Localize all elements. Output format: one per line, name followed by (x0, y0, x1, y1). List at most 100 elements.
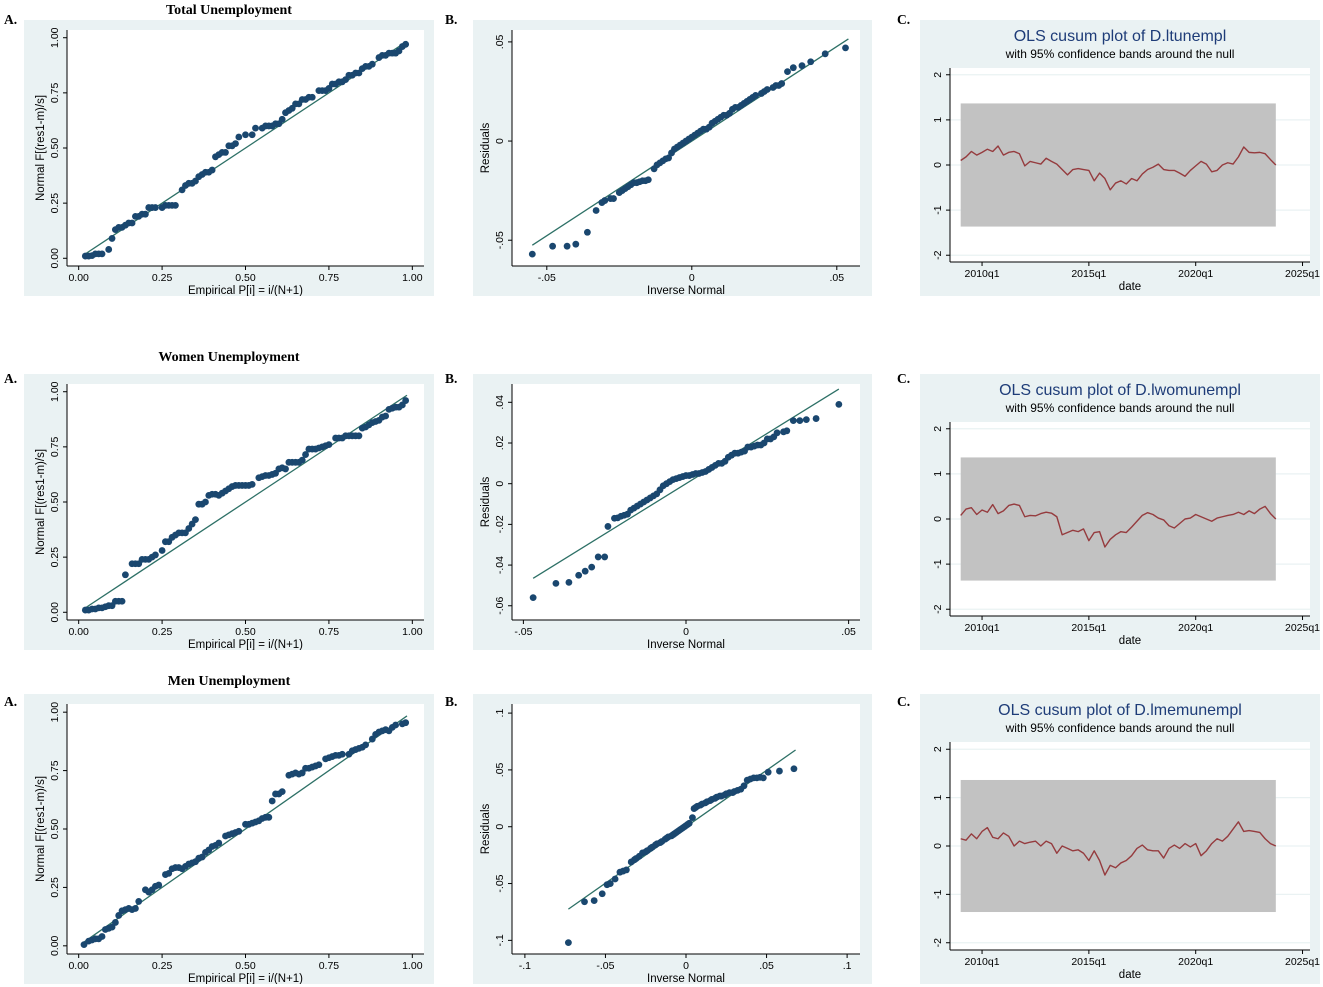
row-title: Women Unemployment (158, 350, 300, 365)
cusum-title: OLS cusum plot of D.lmemunempl (998, 702, 1242, 719)
svg-text:.05: .05 (841, 626, 856, 638)
svg-text:.05: .05 (829, 272, 844, 284)
svg-text:0.00: 0.00 (49, 602, 61, 623)
cusum-plot-total: 2010q1 2015q1 2020q1 2025q1 -2 -1 0 1 2 date (932, 68, 1320, 293)
svg-text:0: 0 (494, 138, 506, 144)
svg-text:2: 2 (932, 746, 944, 752)
svg-text:0: 0 (932, 162, 944, 168)
cusum-plot-women: 2010q1 2015q1 2020q1 2025q1 -2 -1 0 1 2 date (932, 422, 1320, 647)
svg-text:1.00: 1.00 (49, 702, 61, 723)
cusum-plot-panel-women: OLS cusum plot of D.lwomunempl with 95% … (920, 374, 1320, 650)
svg-text:0.50: 0.50 (49, 492, 61, 513)
svg-text:-1: -1 (932, 205, 944, 214)
svg-text:2010q1: 2010q1 (965, 622, 1000, 634)
svg-text:0.00: 0.00 (49, 248, 61, 269)
svg-text:0.25: 0.25 (49, 877, 61, 898)
svg-text:Inverse Normal: Inverse Normal (647, 285, 725, 296)
svg-text:.02: .02 (494, 436, 506, 451)
figure-row-women: Women Unemployment A. 0.00 0.25 0.50 0.75 1.… (0, 345, 1323, 670)
svg-text:.1: .1 (494, 709, 506, 718)
svg-text:-2: -2 (932, 250, 944, 259)
svg-text:.04: .04 (494, 395, 506, 410)
cusum-subtitle: with 95% confidence bands around the nul… (1005, 47, 1235, 61)
svg-text:2010q1: 2010q1 (965, 268, 1000, 280)
pp-plot-panel-men: 0.00 0.25 0.50 0.75 1.00 0.00 0.25 0.50 0.75 1.00… (24, 694, 434, 984)
svg-text:Normal F[(res1-m)/s]: Normal F[(res1-m)/s] (35, 776, 47, 882)
svg-text:2: 2 (932, 72, 944, 78)
svg-text:2: 2 (932, 426, 944, 432)
pp-plot-men: 0.00 0.25 0.50 0.75 1.00 0.00 0.25 0.50 0.75 1.00… (35, 702, 424, 984)
svg-text:-.05: -.05 (494, 231, 506, 249)
panel-label: B. (445, 12, 458, 27)
svg-text:-2: -2 (932, 604, 944, 613)
panel-label: A. (4, 694, 18, 709)
panel-label: B. (445, 694, 458, 709)
svg-text:0: 0 (932, 843, 944, 849)
svg-text:0.75: 0.75 (319, 960, 340, 972)
svg-text:-1: -1 (932, 559, 944, 568)
svg-text:0.50: 0.50 (49, 819, 61, 840)
svg-text:2015q1: 2015q1 (1071, 622, 1106, 634)
svg-text:0.50: 0.50 (235, 960, 256, 972)
svg-text:2020q1: 2020q1 (1178, 956, 1213, 968)
svg-text:Empirical P[i] = i/(N+1): Empirical P[i] = i/(N+1) (188, 639, 303, 650)
svg-text:0.75: 0.75 (49, 82, 61, 103)
svg-text:-.05: -.05 (494, 874, 506, 892)
svg-text:0: 0 (932, 516, 944, 522)
panel-label: C. (897, 371, 911, 386)
cusum-subtitle: with 95% confidence bands around the nul… (1005, 721, 1235, 735)
svg-text:-.1: -.1 (494, 934, 506, 946)
svg-text:0.75: 0.75 (319, 626, 340, 638)
figure-row-total: Total Unemployment A. 0.00 0.25 0.50 0.75 1.… (0, 0, 1323, 345)
svg-text:0.25: 0.25 (49, 193, 61, 214)
svg-text:.05: .05 (759, 960, 774, 972)
svg-text:0: 0 (494, 824, 506, 830)
svg-text:.05: .05 (494, 762, 506, 777)
svg-text:0.75: 0.75 (49, 436, 61, 457)
svg-text:0.00: 0.00 (49, 935, 61, 956)
svg-text:0.25: 0.25 (152, 960, 173, 972)
svg-text:0: 0 (494, 481, 506, 487)
svg-text:1.00: 1.00 (402, 626, 423, 638)
svg-text:2015q1: 2015q1 (1071, 956, 1106, 968)
panel-label: A. (4, 371, 18, 386)
svg-text:-.05: -.05 (538, 272, 556, 284)
svg-text:0.75: 0.75 (49, 760, 61, 781)
svg-text:1: 1 (932, 117, 944, 123)
qq-plot-panel-women: -.05 0 .05 .04 .02 0 -.02 -.04 -.06 Inverse Norma… (473, 374, 872, 650)
qq-plot-panel-men: -.1 -.05 0 .05 .1 -.1 -.05 0 .05 .1 Inverse Normal… (473, 694, 872, 984)
svg-text:2025q1: 2025q1 (1285, 956, 1320, 968)
svg-text:0.75: 0.75 (319, 272, 340, 284)
svg-text:1: 1 (932, 471, 944, 477)
svg-text:date: date (1119, 281, 1141, 293)
svg-text:1.00: 1.00 (402, 960, 423, 972)
panel-label: B. (445, 371, 458, 386)
pp-plot-total: 0.00 0.25 0.50 0.75 1.00 0.00 0.25 0.50 0.75 1.00… (35, 27, 424, 296)
svg-text:1.00: 1.00 (402, 272, 423, 284)
qq-plot-women: -.05 0 .05 .04 .02 0 -.02 -.04 -.06 Inverse Norma… (480, 384, 860, 650)
svg-text:0.50: 0.50 (235, 272, 256, 284)
pp-plot-panel-total: 0.00 0.25 0.50 0.75 1.00 0.00 0.25 0.50 0.75 1.00… (24, 20, 434, 296)
svg-text:2020q1: 2020q1 (1178, 268, 1213, 280)
svg-text:Normal F[(res1-m)/s]: Normal F[(res1-m)/s] (35, 95, 47, 201)
svg-text:0.50: 0.50 (49, 138, 61, 159)
svg-text:Residuals: Residuals (480, 123, 492, 174)
row-title: Total Unemployment (166, 3, 292, 18)
svg-text:-.05: -.05 (514, 626, 532, 638)
svg-text:Normal F[(res1-m)/s]: Normal F[(res1-m)/s] (35, 449, 47, 555)
svg-text:.05: .05 (494, 34, 506, 49)
svg-text:0.00: 0.00 (68, 272, 89, 284)
svg-text:-.1: -.1 (519, 960, 531, 972)
svg-text:Residuals: Residuals (480, 477, 492, 528)
qq-plot-total: -.05 0 .05 -.05 0 .05 Inverse Normal Residuals (480, 30, 860, 296)
svg-text:0: 0 (689, 272, 695, 284)
cusum-title: OLS cusum plot of D.lwomunempl (999, 382, 1241, 399)
svg-text:2025q1: 2025q1 (1285, 268, 1320, 280)
svg-text:0.25: 0.25 (152, 626, 173, 638)
svg-text:date: date (1119, 969, 1141, 981)
panel-label: A. (4, 12, 18, 27)
svg-text:2025q1: 2025q1 (1285, 622, 1320, 634)
svg-text:-.02: -.02 (494, 515, 506, 533)
cusum-title: OLS cusum plot of D.ltunempl (1013, 28, 1227, 45)
